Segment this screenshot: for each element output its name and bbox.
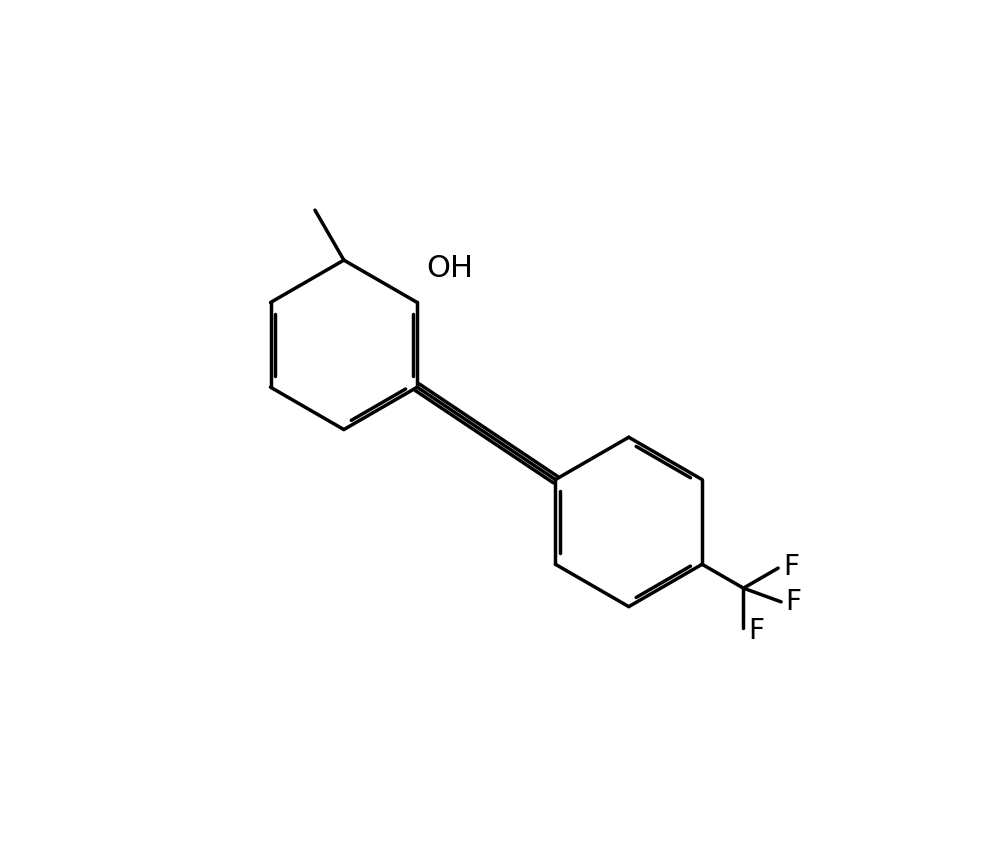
Text: F: F <box>786 588 802 616</box>
Text: OH: OH <box>427 255 474 283</box>
Text: F: F <box>783 552 799 580</box>
Text: F: F <box>748 618 765 645</box>
